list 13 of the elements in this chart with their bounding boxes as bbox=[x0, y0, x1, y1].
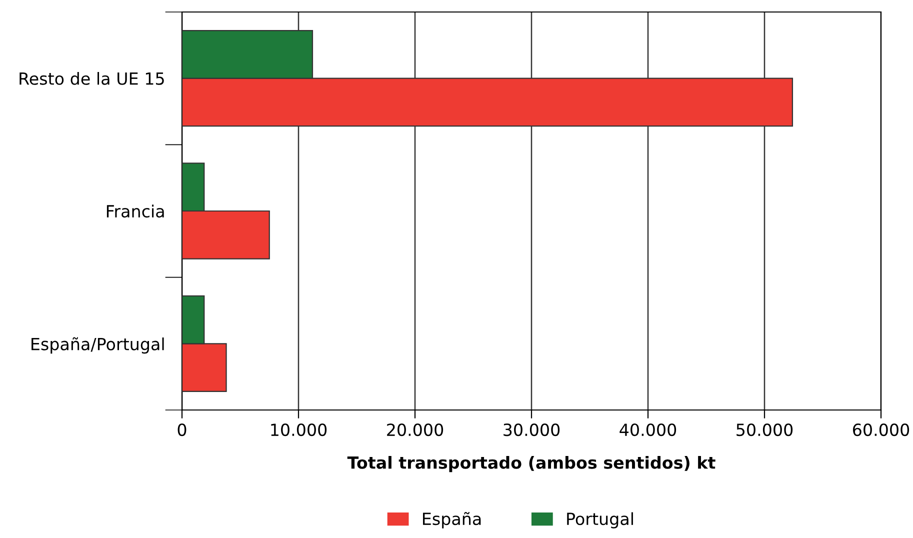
x-tick-label: 40.000 bbox=[620, 423, 676, 436]
legend-label: Portugal bbox=[567, 512, 633, 528]
x-tick-label: 50.000 bbox=[736, 423, 793, 436]
x-tick-label: 0 bbox=[178, 423, 186, 436]
x-tick-label: 20.000 bbox=[387, 423, 444, 436]
y-tick-label: Resto de la UE 15 bbox=[20, 72, 164, 85]
x-tick-label: 30.000 bbox=[504, 423, 560, 436]
legend-label: España bbox=[423, 512, 481, 528]
x-tick-label: 10.000 bbox=[271, 423, 327, 436]
y-tick-label: España/Portugal bbox=[32, 337, 164, 354]
y-tick-label: Francia bbox=[106, 204, 164, 218]
x-axis-title: Total transportado (ambos sentidos) kt bbox=[347, 456, 716, 472]
x-tick-label: 60.000 bbox=[853, 423, 910, 436]
